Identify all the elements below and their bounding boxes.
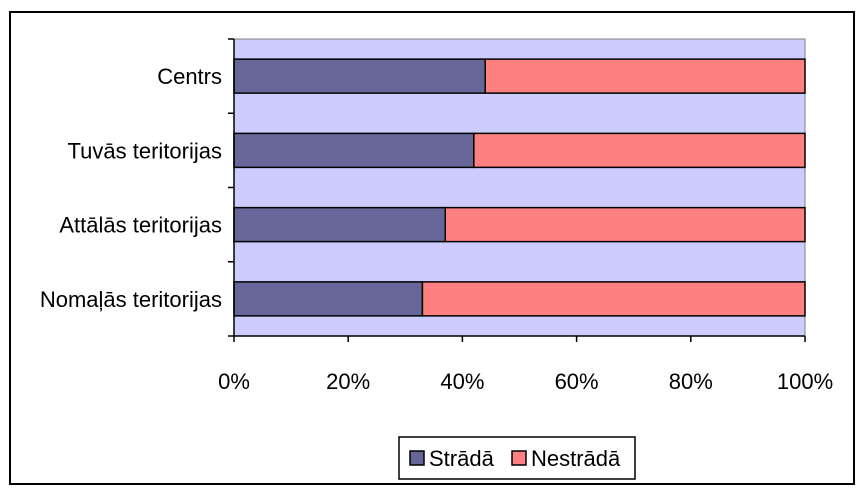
- axis-layer: [228, 38, 806, 342]
- x-tick-label-3: 60%: [555, 369, 599, 394]
- category-label-2: Attālās teritorijas: [59, 213, 222, 238]
- x-tick-label-4: 80%: [669, 369, 713, 394]
- x-tick-label-5: 100%: [777, 369, 833, 394]
- category-label-1: Tuvās teritorijas: [68, 138, 222, 163]
- bar-nestradaa-1: [473, 132, 806, 169]
- legend-swatch-1: [511, 450, 527, 466]
- category-label-3: Nomaļās teritorijas: [40, 287, 222, 312]
- bar-nestradaa-3: [421, 281, 806, 317]
- bar-nestradaa-0: [484, 58, 806, 94]
- tick-labels: 0% 20% 40% 60% 80% 100%: [218, 369, 833, 394]
- bar-stradaa-0: [233, 58, 486, 94]
- x-tick-label-1: 20%: [326, 369, 370, 394]
- legend-label-1: Nestrādā: [531, 446, 621, 471]
- x-tick-label-0: 0%: [218, 369, 250, 394]
- legend: Strādā Nestrādā: [398, 436, 636, 480]
- bars-layer: [233, 58, 806, 317]
- legend-swatch-0: [409, 450, 425, 466]
- bar-stradaa-2: [233, 206, 447, 243]
- category-labels: Centrs Tuvās teritorijas Attālās teritorij…: [40, 64, 222, 312]
- bar-stradaa-3: [233, 281, 424, 317]
- chart-frame: Centrs Tuvās teritorijas Attālās teritorij…: [9, 11, 855, 485]
- legend-label-0: Strādā: [429, 446, 495, 471]
- chart-area: Centrs Tuvās teritorijas Attālās teritorij…: [40, 38, 833, 480]
- x-tick-label-2: 40%: [440, 369, 484, 394]
- bar-stradaa-1: [233, 132, 475, 169]
- bar-nestradaa-2: [444, 206, 806, 243]
- category-label-0: Centrs: [157, 64, 222, 89]
